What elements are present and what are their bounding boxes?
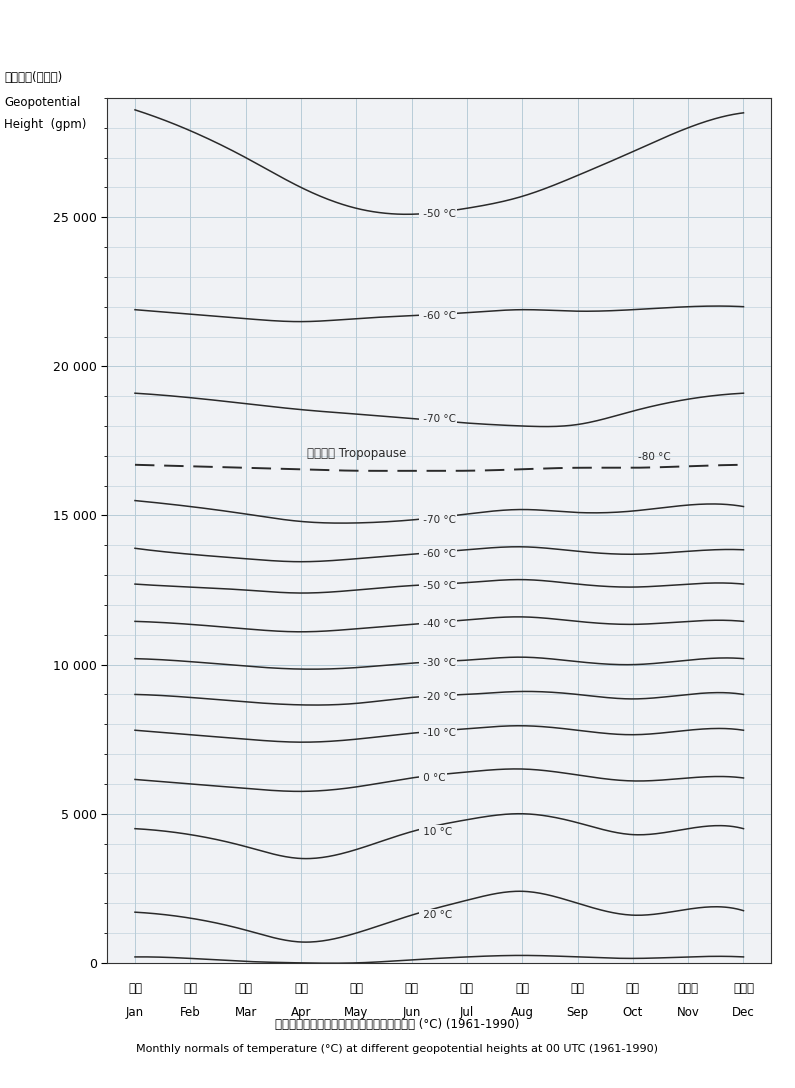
Text: 十二月: 十二月 xyxy=(733,982,754,996)
Text: Dec: Dec xyxy=(732,1006,755,1019)
Text: -40 °C: -40 °C xyxy=(420,619,456,629)
Text: Apr: Apr xyxy=(291,1006,311,1019)
Text: Jun: Jun xyxy=(402,1006,421,1019)
Text: 六月: 六月 xyxy=(405,982,419,996)
Text: -60 °C: -60 °C xyxy=(420,311,456,321)
Text: -30 °C: -30 °C xyxy=(420,658,456,668)
Text: Feb: Feb xyxy=(180,1006,200,1019)
Text: Nov: Nov xyxy=(677,1006,700,1019)
Text: 九月: 九月 xyxy=(571,982,584,996)
Text: Jul: Jul xyxy=(460,1006,474,1019)
Text: 十一月: 十一月 xyxy=(677,982,699,996)
Text: 一月: 一月 xyxy=(128,982,142,996)
Text: May: May xyxy=(344,1006,368,1019)
Text: -70 °C: -70 °C xyxy=(420,515,456,526)
Text: 0 °C: 0 °C xyxy=(420,772,445,783)
Text: Aug: Aug xyxy=(510,1006,533,1019)
Text: -20 °C: -20 °C xyxy=(420,692,456,703)
Text: 協調世界時零時各位勢高度的正常月平均溫度 (°C) (1961-1990): 協調世界時零時各位勢高度的正常月平均溫度 (°C) (1961-1990) xyxy=(275,1018,520,1031)
Text: -10 °C: -10 °C xyxy=(420,728,456,739)
Text: 位勢高度(位勢米): 位勢高度(位勢米) xyxy=(4,71,62,84)
Text: 二月: 二月 xyxy=(184,982,197,996)
Text: Monthly normals of temperature (°C) at different geopotential heights at 00 UTC : Monthly normals of temperature (°C) at d… xyxy=(137,1043,658,1054)
Text: 10 °C: 10 °C xyxy=(420,827,452,837)
Text: 五月: 五月 xyxy=(349,982,363,996)
Text: Oct: Oct xyxy=(622,1006,643,1019)
Text: Geopotential: Geopotential xyxy=(4,96,80,109)
Text: -50 °C: -50 °C xyxy=(420,209,456,220)
Text: 四月: 四月 xyxy=(294,982,308,996)
Text: -80 °C: -80 °C xyxy=(638,452,671,461)
Text: Height  (gpm): Height (gpm) xyxy=(4,118,87,131)
Text: 十月: 十月 xyxy=(626,982,640,996)
Text: -50 °C: -50 °C xyxy=(420,581,456,591)
Text: 七月: 七月 xyxy=(460,982,474,996)
Text: 對流層頂 Tropopause: 對流層頂 Tropopause xyxy=(307,447,406,460)
Text: Sep: Sep xyxy=(567,1006,588,1019)
Text: 三月: 三月 xyxy=(238,982,253,996)
Text: -70 °C: -70 °C xyxy=(420,413,456,423)
Text: 20 °C: 20 °C xyxy=(420,911,452,920)
Text: Jan: Jan xyxy=(126,1006,144,1019)
Text: Mar: Mar xyxy=(235,1006,257,1019)
Text: -60 °C: -60 °C xyxy=(420,549,456,559)
Text: 八月: 八月 xyxy=(515,982,529,996)
